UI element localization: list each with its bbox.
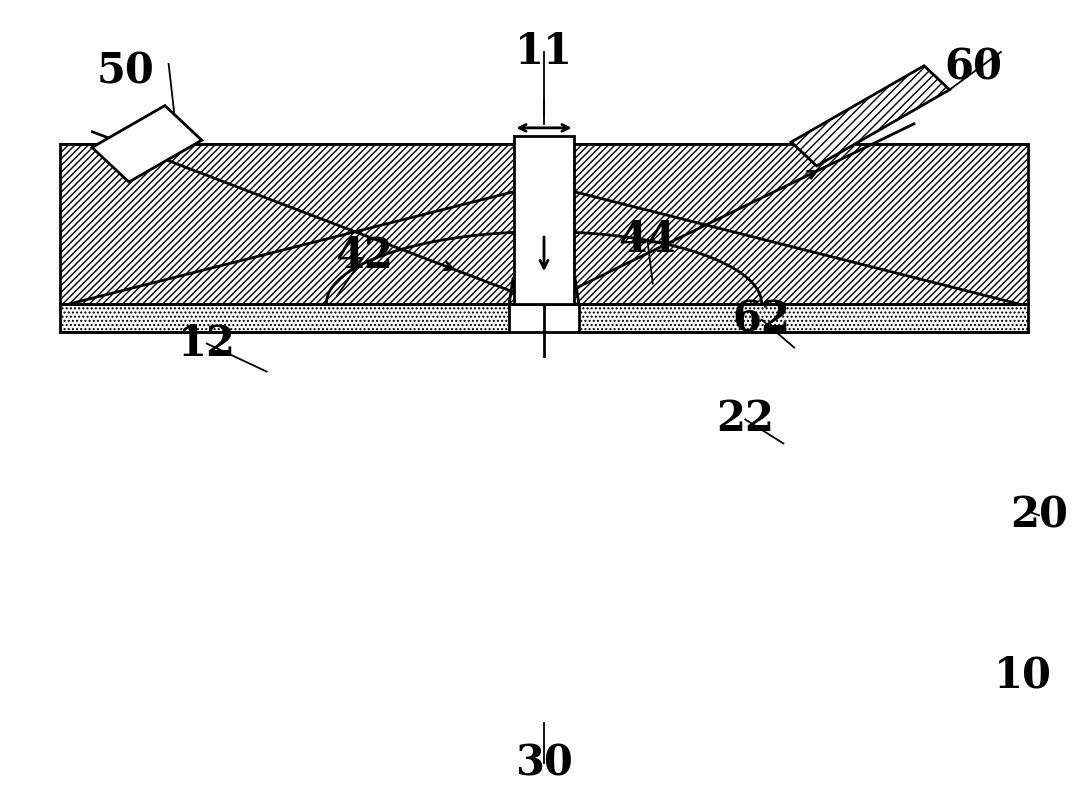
Bar — [514, 136, 574, 304]
Text: 60: 60 — [944, 47, 1003, 89]
Text: 12: 12 — [177, 323, 236, 364]
Bar — [60, 144, 1028, 304]
Polygon shape — [92, 105, 201, 182]
Text: 42: 42 — [335, 235, 394, 276]
Text: 20: 20 — [1010, 495, 1068, 536]
Text: 30: 30 — [515, 742, 573, 784]
Text: 22: 22 — [716, 399, 775, 440]
Polygon shape — [791, 66, 950, 166]
Bar — [579, 304, 1028, 332]
Text: 11: 11 — [515, 31, 573, 73]
Text: 44: 44 — [618, 219, 677, 260]
Text: 50: 50 — [96, 51, 154, 93]
Text: 10: 10 — [993, 654, 1052, 696]
Bar — [60, 304, 509, 332]
Text: 62: 62 — [732, 299, 791, 340]
